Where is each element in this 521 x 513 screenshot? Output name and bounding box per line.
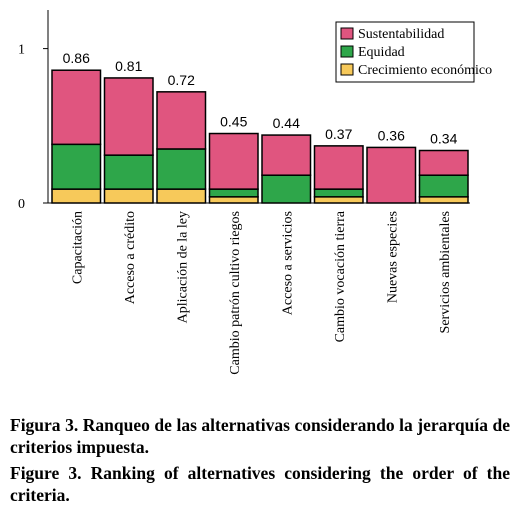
x-tick-label: Acceso a crédito xyxy=(123,211,138,304)
y-tick-label: 0 xyxy=(18,197,25,212)
bar-segment xyxy=(313,188,364,198)
bar-segment xyxy=(313,145,364,190)
bar-segment xyxy=(156,188,207,204)
x-tick-label: Acceso a servicios xyxy=(280,211,295,315)
legend-swatch xyxy=(340,27,354,40)
bar-segment xyxy=(103,154,154,190)
bar-segment xyxy=(261,134,312,176)
value-label: 0.37 xyxy=(325,126,352,142)
value-label: 0.86 xyxy=(63,50,90,66)
x-tick-label: Capacitación xyxy=(70,211,85,284)
bar-segment xyxy=(261,174,312,204)
bar-segment xyxy=(156,148,207,190)
caption-en: Figure 3. Ranking of alternatives consid… xyxy=(10,463,510,505)
value-label: 0.36 xyxy=(378,127,405,143)
bar-segment xyxy=(208,196,259,204)
bar-segment xyxy=(51,143,102,190)
x-tick-label: Cambio vocación tierra xyxy=(333,210,348,342)
legend-box xyxy=(335,21,475,83)
bar-segment xyxy=(418,149,469,176)
caption-es: Figura 3. Ranqueo de las alternativas co… xyxy=(10,415,510,457)
y-tick-label: 1 xyxy=(18,43,25,58)
chart: 0 1 0.86 Capacitación 0.81 Acceso a crédito 0.… xyxy=(18,10,492,375)
x-tick-label: Aplicación de la ley xyxy=(175,211,190,323)
legend-label: Sustentabilidad xyxy=(358,27,444,42)
value-label: 0.44 xyxy=(273,115,300,131)
bar-segment xyxy=(313,196,364,204)
x-tick-label: Nuevas especies xyxy=(385,211,400,303)
bar-segment xyxy=(418,196,469,204)
bar-segment xyxy=(103,188,154,204)
x-tick-label: Cambio patrón cultivo riegos xyxy=(228,211,243,375)
legend-swatch xyxy=(340,63,354,76)
bar-segment xyxy=(366,146,417,204)
bar-segment xyxy=(103,77,154,156)
value-label: 0.45 xyxy=(220,114,247,130)
value-label: 0.34 xyxy=(430,131,457,147)
x-tick-label: Servicios ambientales xyxy=(438,211,453,333)
value-label: 0.72 xyxy=(168,72,195,88)
bar-segment xyxy=(418,174,469,198)
bar-segment xyxy=(208,188,259,198)
legend-label: Equidad xyxy=(358,45,405,60)
bar-segment xyxy=(51,69,102,146)
legend-label: Crecimiento económico xyxy=(358,63,492,78)
legend-swatch xyxy=(340,45,354,58)
value-label: 0.81 xyxy=(115,58,142,74)
bar-segment xyxy=(208,132,259,190)
bar-segment xyxy=(51,188,102,204)
bar-segment xyxy=(156,91,207,150)
legend: Sustentabilidad Equidad Crecimiento económ… xyxy=(335,21,492,83)
